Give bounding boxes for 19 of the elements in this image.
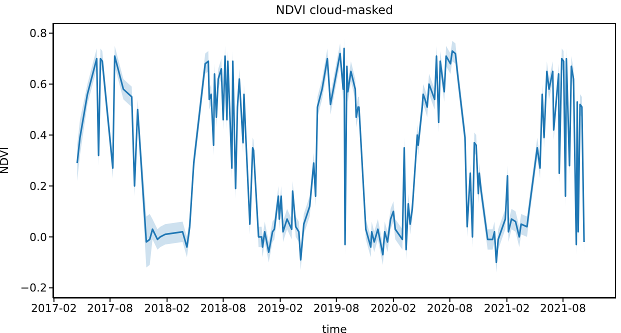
y-tick-label: 0.0: [30, 230, 47, 244]
y-tick-label: 0.6: [30, 78, 47, 92]
x-tick-label: 2019-02: [257, 302, 304, 315]
x-tick-label: 2021-02: [484, 302, 530, 315]
x-tick-label: 2019-08: [313, 302, 360, 315]
y-tick-label: 0.8: [30, 27, 47, 40]
y-tick-label: 0.4: [30, 128, 47, 142]
y-tick-label: 0.2: [30, 180, 47, 193]
x-tick-label: 2017-02: [30, 302, 77, 315]
x-tick-label: 2018-08: [200, 302, 246, 315]
x-tick-label: 2017-08: [87, 302, 134, 315]
y-axis-title: NDVI: [0, 146, 11, 174]
x-tick-label: 2021-08: [540, 302, 586, 315]
x-axis-title: time: [322, 323, 348, 333]
chart-title: NDVI cloud-masked: [274, 3, 394, 17]
x-tick-label: 2018-02: [144, 302, 190, 315]
y-tick-label: −0.2: [20, 282, 47, 295]
x-tick-label: 2020-08: [426, 302, 473, 315]
x-tick-label: 2020-02: [370, 302, 416, 315]
